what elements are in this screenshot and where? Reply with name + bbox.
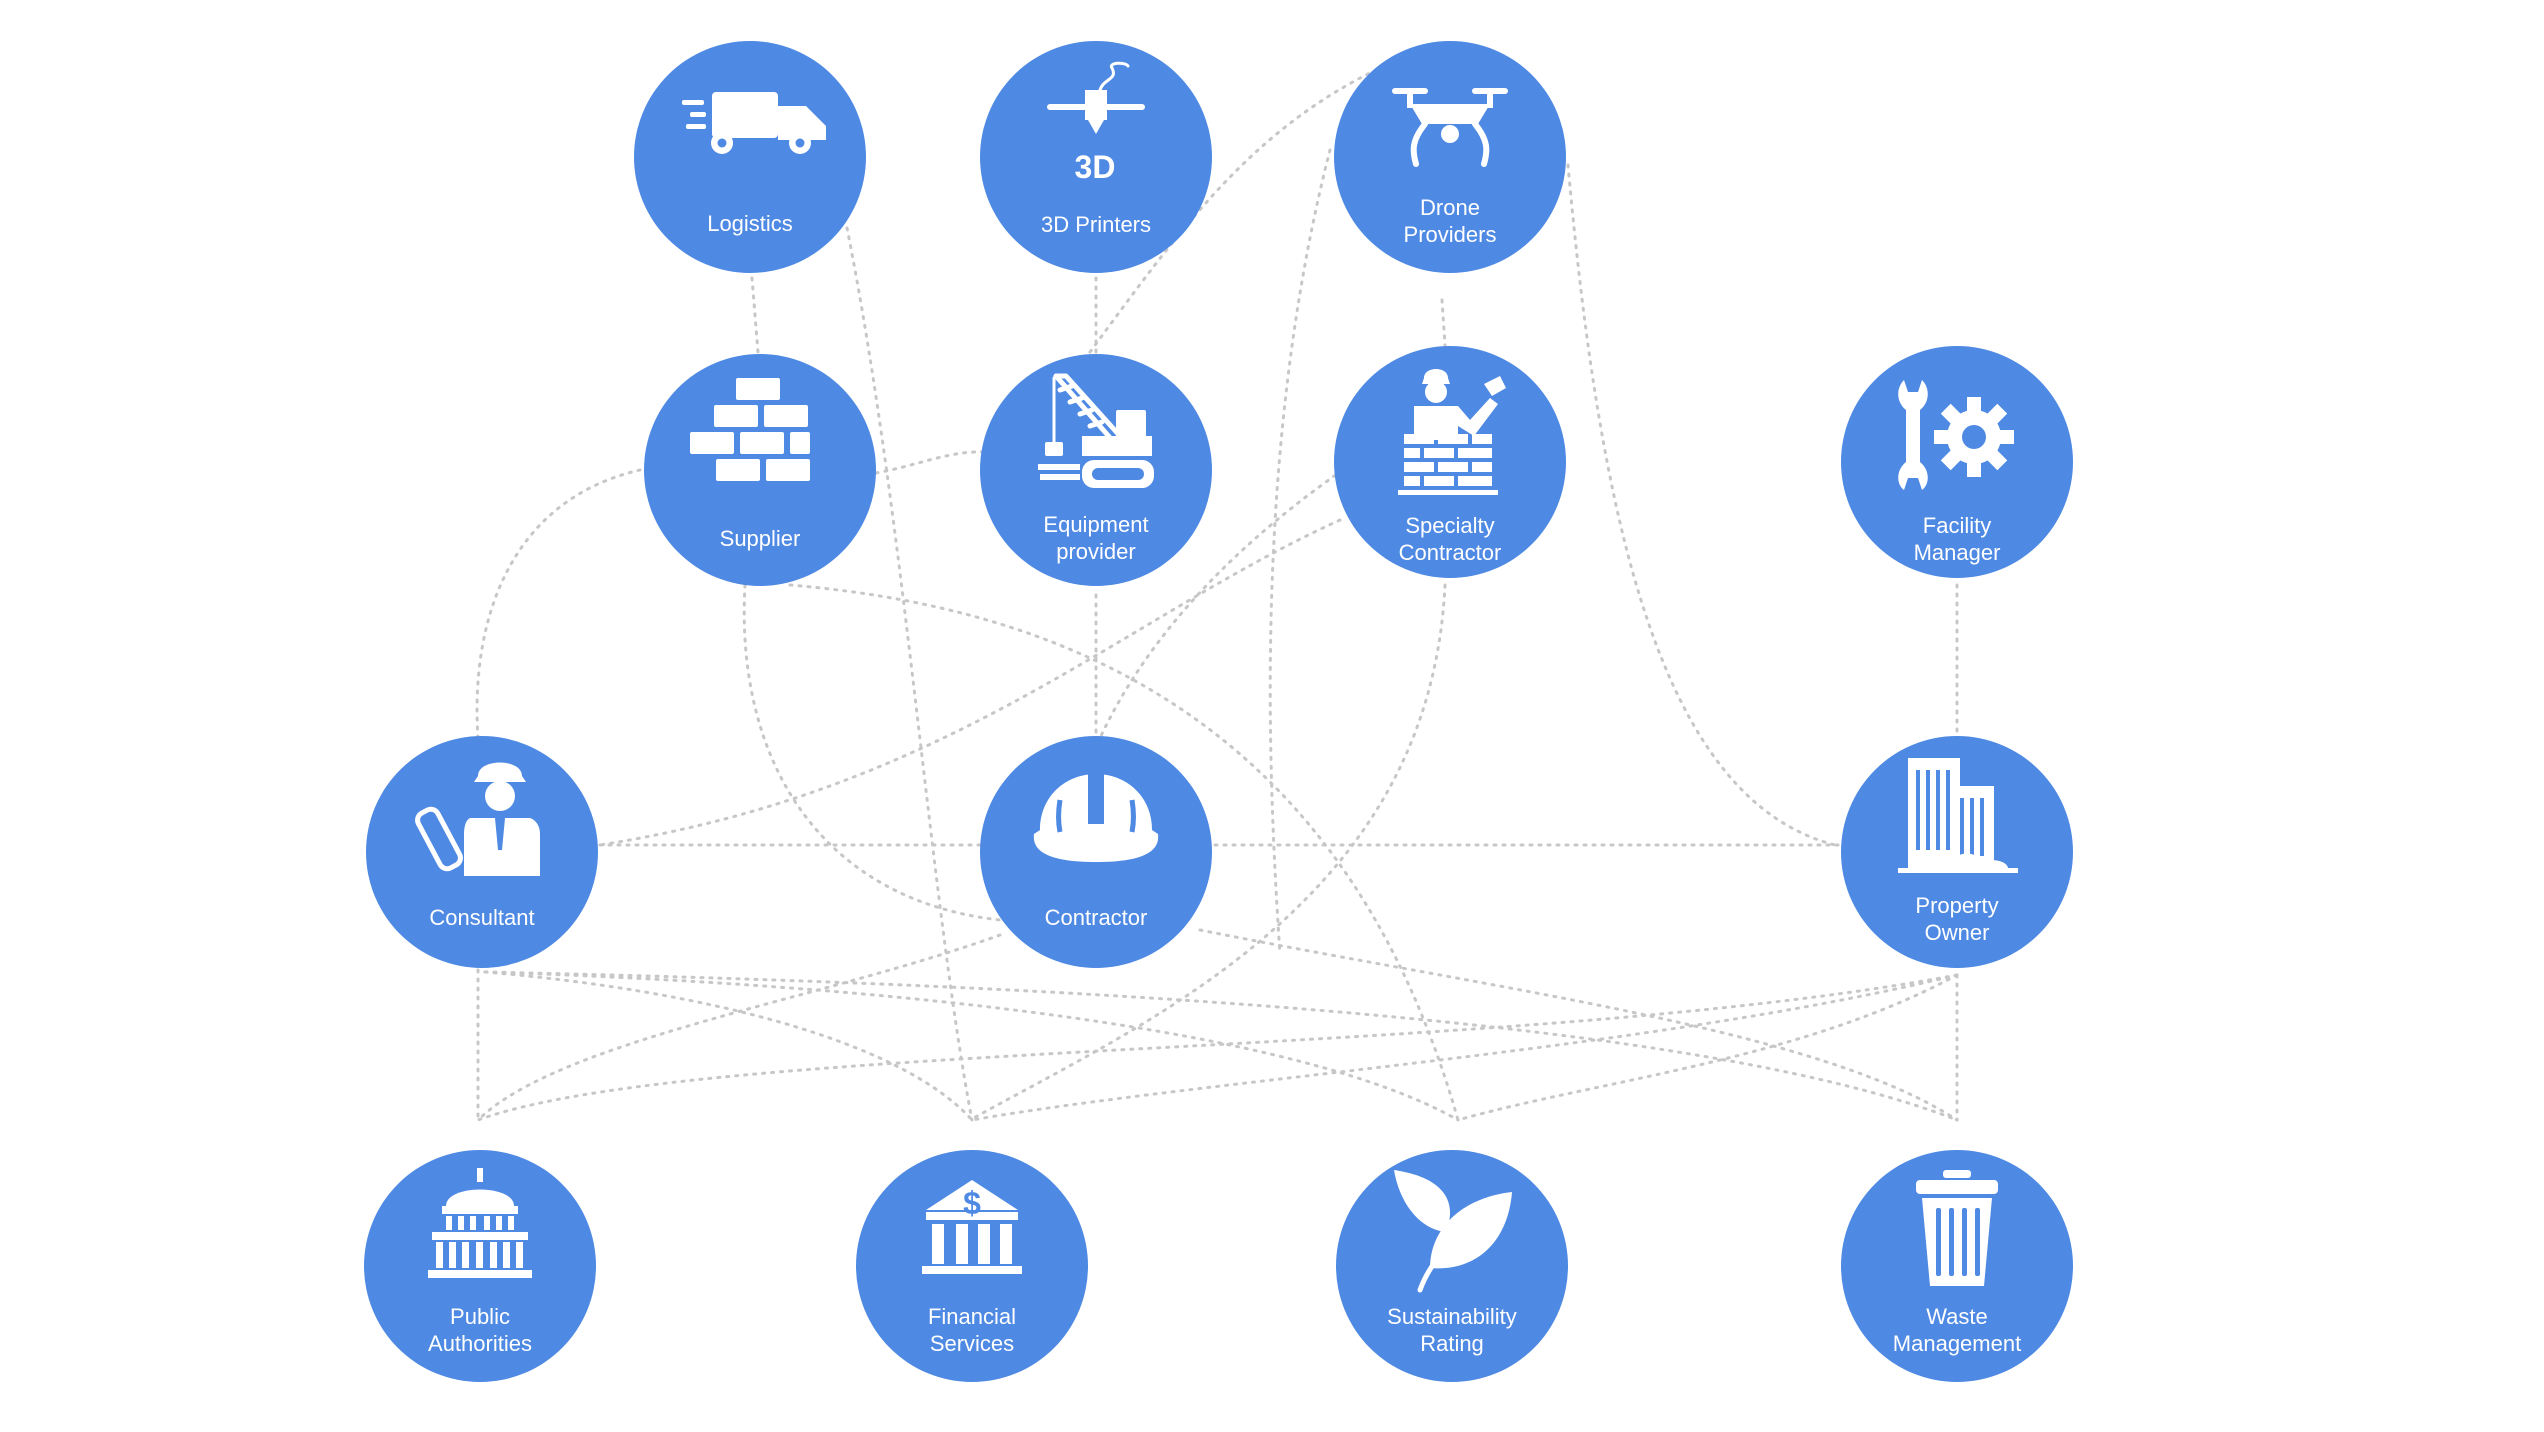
bricklayer-icon (1398, 369, 1506, 495)
3d-printer-icon: 3D (1047, 61, 1145, 185)
node-consultant[interactable]: Consultant (366, 736, 598, 968)
connector-owner-public (476, 973, 1959, 1122)
node-drone-providers[interactable]: Drone Providers (1334, 41, 1566, 273)
bricks-icon (690, 378, 810, 481)
label-line: Contractor (1045, 905, 1148, 930)
connector-supplier-contractor (742, 583, 1002, 922)
trash-bin-icon (1916, 1170, 1998, 1286)
node-supplier[interactable]: Supplier (644, 354, 876, 586)
label-line: Public (450, 1304, 510, 1329)
label-supplier: Supplier (720, 526, 801, 551)
label-property-owner: Property Owner (1915, 893, 1998, 945)
label-line: Services (930, 1331, 1014, 1356)
label-contractor: Contractor (1045, 905, 1148, 930)
label-drone-providers: Drone Providers (1404, 195, 1497, 247)
label-3d-printers: 3D Printers (1041, 212, 1151, 237)
connector-supplier-equipment (874, 450, 990, 475)
label-line: Providers (1404, 222, 1497, 247)
connector-contractor-public (476, 933, 1002, 1122)
crane-icon (1038, 373, 1154, 488)
node-sustainability-rating[interactable]: Sustainability Rating (1336, 1150, 1568, 1382)
connector-contractor-waste (1198, 928, 1959, 1122)
node-facility-manager[interactable]: Facility Manager (1841, 346, 2073, 578)
node-3d-printers[interactable]: 3D 3D Printers (980, 41, 1212, 273)
node-public-authorities[interactable]: Public Authorities (364, 1150, 596, 1382)
label-line: Equipment (1043, 512, 1148, 537)
label-line: Management (1893, 1331, 2021, 1356)
label-line: 3D Printers (1041, 212, 1151, 237)
connector-consultant-sustainability (483, 970, 1460, 1122)
leaf-icon (1394, 1170, 1512, 1293)
connector-owner-financial (970, 973, 1959, 1122)
connector-specialty-consultant (598, 518, 1342, 847)
node-financial-services[interactable]: $ Financial Services (856, 1150, 1088, 1382)
engineer-blueprint-icon (415, 762, 540, 876)
drone-icon (1392, 88, 1508, 167)
connector-supplier-consultant (475, 468, 642, 740)
label-equipment-provider: Equipment provider (1043, 512, 1148, 564)
connectors (475, 66, 1959, 1122)
buildings-icon (1898, 758, 2018, 873)
connector-owner-sustainability (1456, 973, 1959, 1122)
wrench-gear-icon (1898, 380, 2014, 490)
label-line: Owner (1925, 920, 1990, 945)
connector-drone-specialty (1440, 298, 1447, 347)
truck-icon (682, 92, 826, 154)
label-sustainability-rating: Sustainability Rating (1387, 1304, 1517, 1356)
connector-drone-equipment (1088, 66, 1382, 354)
label-line: Logistics (707, 211, 793, 236)
label-public-authorities: Public Authorities (428, 1304, 532, 1356)
bank-icon: $ (922, 1180, 1022, 1274)
connector-specialty-financial (968, 583, 1447, 1122)
node-contractor[interactable]: Contractor (980, 736, 1212, 968)
node-circle (980, 41, 1212, 273)
svg-text:$: $ (963, 1185, 981, 1221)
label-logistics: Logistics (707, 211, 793, 236)
label-line: Facility (1923, 513, 1991, 538)
connector-logistics-financial (845, 226, 974, 1122)
label-line: Financial (928, 1304, 1016, 1329)
label-waste-management: Waste Management (1893, 1304, 2021, 1356)
connector-logistics-supplier (750, 276, 760, 354)
node-property-owner[interactable]: Property Owner (1841, 736, 2073, 968)
node-specialty-contractor[interactable]: Specialty Contractor (1334, 346, 1566, 578)
connector-drone-owner (1566, 163, 1837, 847)
node-circle (1334, 41, 1566, 273)
connector-consultant-waste (483, 970, 1959, 1122)
label-financial-services: Financial Services (928, 1304, 1016, 1356)
connector-specialty-contractor (1098, 463, 1352, 740)
label-line: Consultant (429, 905, 534, 930)
svg-text:3D: 3D (1075, 149, 1116, 185)
connector-drone-consultant (1268, 148, 1332, 957)
label-line: provider (1056, 539, 1135, 564)
label-line: Rating (1420, 1331, 1484, 1356)
node-equipment-provider[interactable]: Equipment provider (980, 354, 1212, 586)
label-line: Manager (1914, 540, 2001, 565)
label-facility-manager: Facility Manager (1914, 513, 2001, 565)
label-line: Sustainability (1387, 1304, 1517, 1329)
label-specialty-contractor: Specialty Contractor (1399, 513, 1502, 565)
label-consultant: Consultant (429, 905, 534, 930)
capitol-icon (428, 1168, 532, 1278)
label-line: Specialty (1405, 513, 1494, 538)
hard-hat-icon (1033, 774, 1159, 862)
node-circle (634, 41, 866, 273)
label-line: Drone (1420, 195, 1480, 220)
label-line: Property (1915, 893, 1998, 918)
label-line: Contractor (1399, 540, 1502, 565)
label-line: Supplier (720, 526, 801, 551)
node-logistics[interactable]: Logistics (634, 41, 866, 273)
connector-consultant-financial (483, 970, 974, 1122)
label-line: Waste (1926, 1304, 1988, 1329)
connector-supplier-sustainability (788, 583, 1460, 1122)
node-waste-management[interactable]: Waste Management (1841, 1150, 2073, 1382)
label-line: Authorities (428, 1331, 532, 1356)
